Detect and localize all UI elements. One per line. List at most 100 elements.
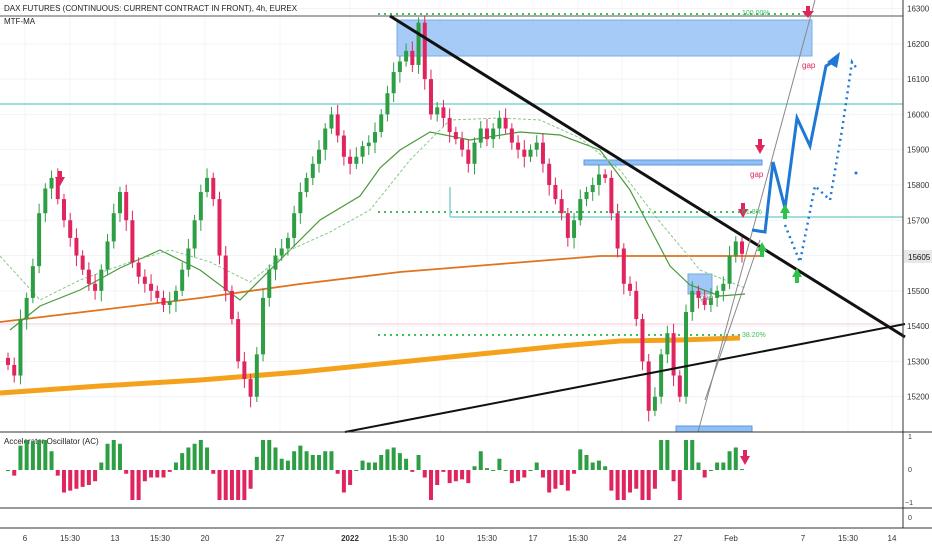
osc-axis-label-0: 0: [908, 467, 912, 474]
candle-body: [360, 146, 365, 157]
candle-body: [149, 283, 154, 291]
candle-body: [740, 241, 744, 254]
price-tick-label: 16100: [907, 75, 930, 84]
osc-bar: [323, 451, 328, 470]
osc-bar: [161, 470, 166, 478]
osc-bar: [217, 470, 222, 500]
candle-body: [93, 283, 98, 291]
price-tick-label: 15300: [907, 357, 930, 366]
trendline-descending: [389, 14, 906, 339]
candle-body: [242, 361, 247, 380]
candle-body: [74, 237, 79, 256]
chart-title: DAX FUTURES (CONTINUOUS: CURRENT CONTRAC…: [4, 4, 298, 13]
osc-bar: [43, 440, 48, 470]
candle-body: [696, 290, 701, 298]
ma-brown: [0, 255, 760, 323]
osc-bar: [229, 470, 234, 500]
osc-bar: [572, 470, 577, 474]
candle-body: [422, 22, 427, 80]
fib-label-382: 38.20%: [742, 332, 766, 339]
osc-bar: [292, 451, 297, 470]
candle-body: [341, 135, 346, 157]
candle-body: [136, 262, 141, 277]
candle-body: [715, 290, 720, 298]
gap-zone-mid: [583, 159, 763, 166]
osc-bar: [553, 470, 558, 489]
arrow-down-marker-4: [55, 171, 65, 186]
time-tick-label: 27: [276, 534, 285, 543]
osc-bar: [261, 440, 266, 470]
osc-axis-label-1: 1: [908, 434, 912, 441]
ma-green-light: [0, 117, 746, 301]
candle-body: [509, 128, 514, 143]
candle-body: [671, 333, 676, 376]
osc-bar: [428, 470, 433, 500]
osc-bar: [74, 470, 79, 489]
osc-bar: [55, 470, 60, 476]
osc-bar: [223, 470, 228, 500]
candle-body: [248, 379, 253, 397]
candle-body: [323, 128, 328, 150]
osc-bar: [142, 470, 147, 482]
candle-body: [12, 364, 17, 376]
arrow-down-marker-1: [802, 6, 814, 18]
osc-bar: [659, 440, 664, 470]
osc-bar: [534, 462, 539, 470]
osc-bar: [167, 470, 172, 472]
osc-bar: [416, 455, 421, 470]
fib-label-100: 100.00%: [742, 10, 770, 17]
candle-body: [677, 375, 682, 397]
price-tick-label: 15400: [907, 322, 930, 331]
osc-bar: [49, 451, 54, 470]
candle-body: [634, 290, 639, 320]
osc-bar: [186, 447, 191, 470]
candle-body: [559, 199, 564, 214]
osc-bar: [105, 443, 110, 470]
candle-body: [354, 156, 359, 164]
osc-bar: [379, 455, 384, 470]
candle-body: [472, 142, 477, 164]
candle-body: [236, 319, 241, 362]
osc-bar: [590, 462, 595, 470]
time-tick-label: 6: [23, 534, 28, 543]
candle-body: [105, 241, 110, 270]
osc-bar: [310, 455, 315, 470]
candle-body: [192, 220, 197, 249]
osc-bar: [298, 445, 303, 470]
osc-bar: [304, 451, 309, 470]
price-axis[interactable]: 1630016200161001600015900158001570015600…: [907, 5, 930, 402]
osc-bar: [211, 470, 216, 474]
time-tick-label: Feb: [724, 534, 738, 543]
candle-body: [665, 333, 670, 355]
candle-body: [373, 132, 377, 143]
candle-body: [391, 72, 396, 94]
candle-body: [596, 174, 601, 185]
ma-green: [9, 131, 746, 331]
projection-solid-arrow: [827, 52, 840, 68]
candle-body: [155, 290, 160, 298]
channel-line-1: [697, 0, 816, 433]
osc-bar: [528, 470, 533, 471]
candle-body: [708, 297, 713, 305]
osc-bar: [99, 462, 104, 470]
time-tick-label: 14: [888, 534, 897, 543]
arrow-up-marker-1: [757, 242, 767, 257]
time-axis[interactable]: 6 15:30 13 15:30 20 27 2022 15:30 10 15:30 17 15:30…: [23, 534, 897, 543]
candle-body: [68, 220, 73, 238]
osc-bar: [6, 470, 10, 471]
osc-bar: [540, 470, 545, 478]
osc-bar: [609, 470, 614, 491]
osc-bar: [18, 445, 23, 470]
osc-bar: [12, 470, 17, 476]
candle-body: [702, 297, 707, 305]
candle-body: [80, 255, 85, 270]
candle-body: [416, 22, 421, 65]
candle-body: [229, 290, 234, 320]
price-tick-label: 15900: [907, 146, 930, 155]
candle-body: [466, 149, 471, 164]
osc-bar: [329, 451, 334, 470]
price-tick-label: 15700: [907, 216, 930, 225]
osc-bar: [422, 470, 427, 478]
candle-body: [522, 149, 527, 157]
